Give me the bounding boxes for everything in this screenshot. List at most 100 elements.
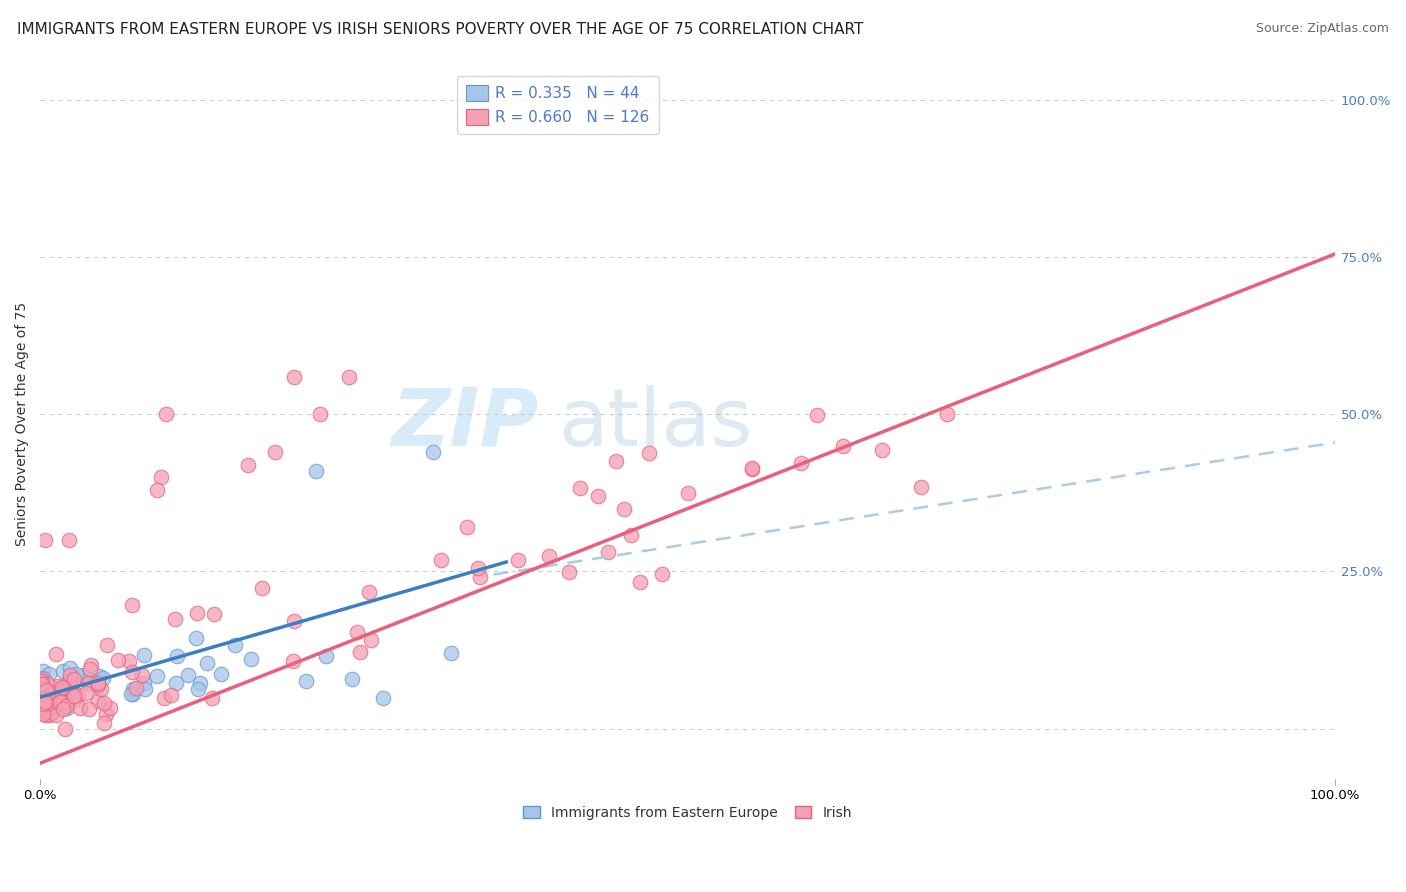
Point bbox=[62, 674, 84, 689]
Text: Source: ZipAtlas.com: Source: ZipAtlas.com bbox=[1256, 22, 1389, 36]
Point bbox=[346, 625, 368, 640]
Point bbox=[131, 667, 153, 681]
Point bbox=[77, 676, 100, 690]
Point bbox=[630, 575, 652, 590]
Point bbox=[35, 691, 58, 706]
Point bbox=[163, 612, 186, 626]
Point bbox=[195, 656, 218, 670]
Point bbox=[30, 703, 52, 717]
Point bbox=[188, 675, 211, 690]
Point bbox=[58, 533, 80, 547]
Point bbox=[309, 407, 332, 421]
Point bbox=[55, 698, 77, 713]
Point bbox=[52, 702, 75, 716]
Point bbox=[910, 480, 932, 494]
Point bbox=[52, 695, 75, 709]
Point bbox=[676, 486, 699, 500]
Point bbox=[832, 439, 855, 453]
Point bbox=[31, 677, 53, 691]
Point bbox=[55, 678, 77, 692]
Point bbox=[87, 694, 110, 708]
Text: ZIP: ZIP bbox=[391, 384, 538, 463]
Point bbox=[339, 369, 361, 384]
Point bbox=[98, 701, 121, 715]
Point bbox=[73, 667, 96, 681]
Point bbox=[34, 696, 56, 710]
Point bbox=[30, 691, 52, 706]
Point bbox=[48, 696, 70, 710]
Point bbox=[52, 681, 75, 695]
Point bbox=[283, 615, 305, 629]
Point bbox=[134, 682, 156, 697]
Point bbox=[55, 722, 77, 736]
Point bbox=[281, 654, 304, 668]
Point bbox=[166, 648, 188, 663]
Point bbox=[186, 606, 208, 620]
Point bbox=[651, 566, 673, 581]
Point bbox=[569, 481, 592, 495]
Point bbox=[146, 483, 169, 497]
Point bbox=[637, 446, 659, 460]
Text: IMMIGRANTS FROM EASTERN EUROPE VS IRISH SENIORS POVERTY OVER THE AGE OF 75 CORRE: IMMIGRANTS FROM EASTERN EUROPE VS IRISH … bbox=[17, 22, 863, 37]
Point bbox=[152, 690, 174, 705]
Point bbox=[51, 664, 73, 678]
Point bbox=[209, 666, 232, 681]
Point bbox=[468, 570, 491, 584]
Point bbox=[236, 458, 259, 472]
Point bbox=[51, 699, 73, 714]
Point bbox=[87, 668, 110, 682]
Point bbox=[120, 687, 142, 701]
Point bbox=[38, 667, 60, 681]
Point bbox=[38, 707, 60, 722]
Point bbox=[46, 696, 69, 710]
Point bbox=[596, 545, 619, 559]
Point bbox=[537, 549, 560, 564]
Point bbox=[52, 684, 75, 698]
Point bbox=[48, 695, 70, 709]
Point bbox=[177, 667, 200, 681]
Point bbox=[49, 691, 72, 706]
Point bbox=[145, 669, 167, 683]
Point bbox=[51, 681, 73, 695]
Point bbox=[90, 681, 112, 696]
Point bbox=[32, 664, 55, 678]
Point bbox=[62, 672, 84, 686]
Point bbox=[39, 702, 62, 716]
Point bbox=[41, 690, 63, 705]
Point bbox=[93, 696, 115, 710]
Point bbox=[122, 682, 145, 697]
Point bbox=[53, 696, 76, 710]
Point bbox=[605, 453, 627, 467]
Point bbox=[32, 698, 55, 712]
Point bbox=[35, 698, 58, 713]
Point bbox=[79, 657, 101, 672]
Point bbox=[508, 553, 530, 567]
Point bbox=[79, 662, 101, 676]
Point bbox=[440, 646, 463, 660]
Legend: Immigrants from Eastern Europe, Irish: Immigrants from Eastern Europe, Irish bbox=[517, 800, 858, 825]
Point bbox=[58, 690, 80, 704]
Point bbox=[160, 689, 183, 703]
Point bbox=[63, 689, 86, 703]
Point bbox=[66, 688, 89, 702]
Point bbox=[30, 680, 52, 694]
Point bbox=[149, 470, 172, 484]
Point bbox=[42, 692, 65, 706]
Point bbox=[239, 652, 262, 666]
Point bbox=[53, 679, 76, 693]
Point bbox=[34, 694, 56, 708]
Point bbox=[34, 533, 56, 547]
Point bbox=[87, 676, 110, 690]
Point bbox=[65, 666, 87, 681]
Point bbox=[42, 697, 65, 711]
Point bbox=[125, 681, 148, 695]
Point bbox=[49, 699, 72, 714]
Point bbox=[56, 681, 79, 696]
Point bbox=[96, 638, 118, 652]
Point bbox=[37, 696, 59, 710]
Point bbox=[58, 674, 80, 689]
Point bbox=[35, 704, 58, 718]
Point bbox=[155, 407, 177, 421]
Point bbox=[38, 698, 60, 712]
Text: atlas: atlas bbox=[558, 384, 752, 463]
